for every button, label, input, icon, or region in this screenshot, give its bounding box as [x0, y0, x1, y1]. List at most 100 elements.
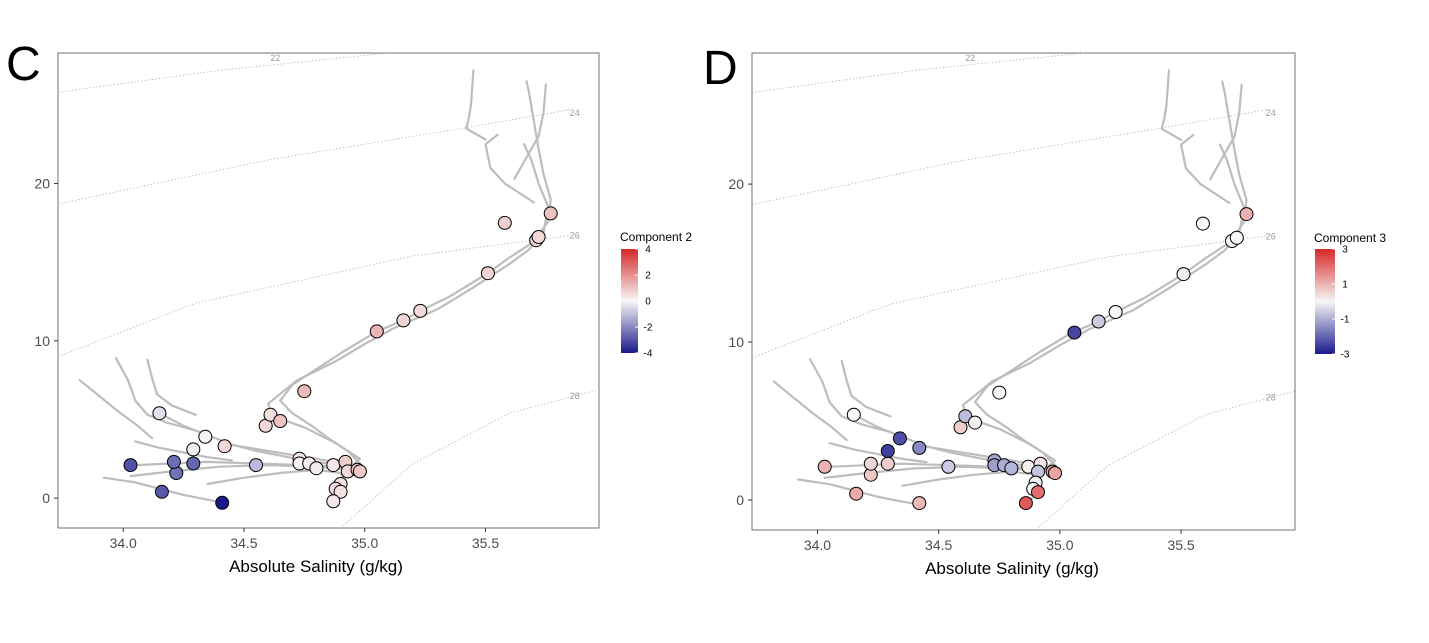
colorbar-tick-label: 3 — [1342, 245, 1348, 256]
legend-c: Component 2 4 2 0 -2 -4 — [620, 230, 692, 360]
isopycnal-line — [340, 389, 600, 529]
data-point — [215, 495, 230, 510]
data-point — [1067, 325, 1082, 340]
profile-trace — [134, 440, 233, 462]
data-point — [396, 313, 411, 328]
y-tick-label: 0 — [736, 492, 744, 508]
colorbar-tick-label: 2 — [645, 271, 651, 282]
data-point — [1195, 216, 1210, 231]
colorbar-d — [1315, 249, 1335, 354]
profile-trace — [218, 143, 550, 467]
data-point — [1176, 267, 1191, 282]
profile-trace — [840, 359, 892, 418]
isopycnal-line — [1035, 390, 1296, 531]
data-point — [1048, 466, 1062, 481]
profile-trace — [1160, 69, 1183, 141]
profile-trace — [146, 358, 197, 416]
y-tick-label: 20 — [34, 176, 50, 192]
data-point — [863, 456, 878, 471]
isopycnal-label: 28 — [1266, 393, 1276, 403]
data-point — [497, 215, 512, 230]
data-point — [543, 206, 558, 221]
x-tick-label: 35.5 — [472, 535, 499, 551]
y-tick-label: 20 — [728, 176, 744, 192]
data-point — [326, 458, 341, 473]
isopycnal-label: 26 — [1266, 231, 1276, 241]
data-point — [152, 406, 167, 421]
panel-label-c: C — [6, 38, 41, 91]
profile-trace — [114, 357, 197, 432]
axis-ticks-c: 34.0 34.5 35.0 35.5 0 10 20 — [34, 176, 499, 551]
data-point — [817, 459, 832, 474]
isopycnal-label: 28 — [570, 391, 580, 401]
data-point — [249, 458, 263, 473]
isopycnal-line — [57, 109, 571, 205]
data-point — [186, 456, 201, 471]
colorbar-ticks-d: 3 1 -1 -3 — [1332, 245, 1350, 361]
data-point — [309, 461, 324, 476]
data-point — [413, 303, 428, 318]
isopycnal-label: 26 — [570, 231, 580, 241]
colorbar-tick-label: -2 — [644, 323, 653, 334]
data-point — [880, 444, 895, 458]
colorbar-tick-label: -4 — [644, 349, 653, 360]
colorbar-tick-label: 4 — [645, 245, 651, 256]
colorbar-ticks-c: 4 2 0 -2 -4 — [635, 245, 653, 360]
legend-title-c: Component 2 — [620, 230, 692, 244]
data-point — [1031, 485, 1045, 500]
data-point — [958, 409, 973, 424]
data-point — [1229, 230, 1244, 245]
profile-trace — [1180, 134, 1231, 205]
plot-area-d — [751, 52, 1296, 531]
profile-trace — [913, 143, 1246, 468]
y-tick-label: 10 — [728, 334, 744, 350]
x-tick-label: 35.0 — [1046, 537, 1073, 553]
profile-trace — [1209, 83, 1243, 181]
data-point — [333, 484, 348, 499]
data-point — [186, 442, 201, 457]
data-point — [326, 494, 341, 509]
isopycnal-line — [751, 52, 1085, 93]
data-point — [480, 266, 495, 281]
colorbar-tick-label: -3 — [1341, 350, 1350, 361]
data-point — [154, 484, 169, 499]
data-points-d — [817, 207, 1254, 511]
data-point — [352, 464, 367, 479]
data-points-c — [123, 206, 558, 510]
plot-area-c — [57, 52, 600, 529]
background-profiles-d: 22 24 26 28 — [751, 52, 1296, 531]
x-tick-label: 35.0 — [351, 535, 378, 551]
x-axis-title-c: Absolute Salinity (g/kg) — [229, 557, 403, 576]
data-point — [941, 459, 956, 474]
profile-trace — [828, 442, 928, 464]
x-tick-label: 34.5 — [230, 535, 257, 551]
isopycnal-label: 22 — [270, 53, 280, 63]
profile-trace — [809, 358, 892, 434]
colorbar-tick-label: -1 — [1341, 315, 1350, 326]
data-point — [123, 458, 138, 473]
data-point — [166, 454, 181, 469]
x-axis-title-d: Absolute Salinity (g/kg) — [925, 559, 1099, 578]
data-point — [1004, 461, 1019, 476]
axis-ticks-d: 34.0 34.5 35.0 35.5 0 10 20 — [728, 176, 1194, 553]
panel-label-d: D — [703, 42, 738, 95]
profile-trace — [102, 476, 226, 504]
y-tick-label: 10 — [34, 333, 50, 349]
data-point — [846, 407, 861, 422]
isopycnal-line — [57, 52, 389, 93]
data-point — [531, 230, 546, 244]
data-point — [968, 415, 982, 430]
data-point — [273, 414, 288, 428]
data-point — [912, 440, 927, 455]
legend-title-d: Component 3 — [1314, 231, 1386, 245]
profile-trace — [772, 380, 848, 442]
data-point — [198, 429, 213, 444]
isopycnal-label: 24 — [570, 108, 580, 118]
data-point — [369, 324, 384, 339]
data-point — [1239, 207, 1254, 222]
isopycnal-line — [751, 235, 1266, 359]
profile-trace — [797, 478, 921, 506]
colorbar-c — [621, 249, 638, 353]
